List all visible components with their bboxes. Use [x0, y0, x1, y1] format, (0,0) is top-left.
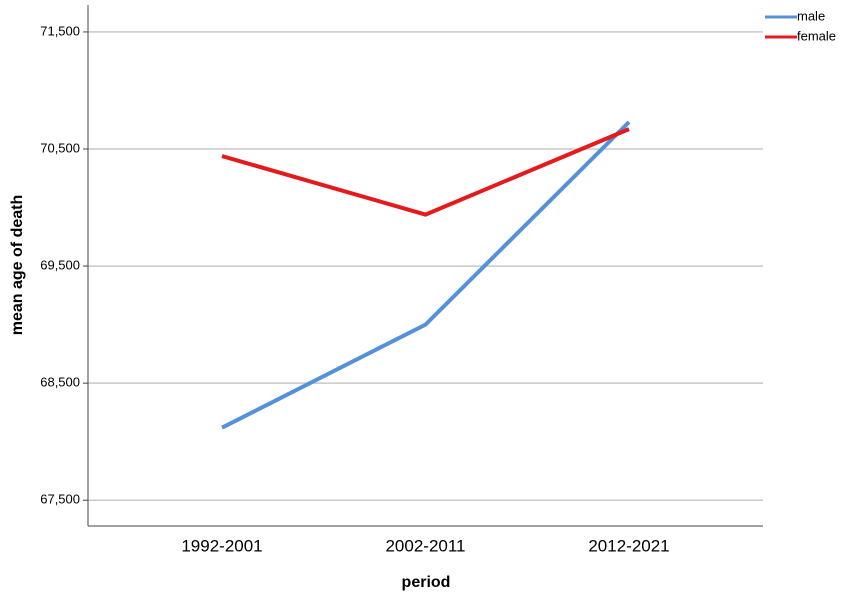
y-tick-label: 71,500: [40, 23, 80, 38]
legend-label: female: [797, 28, 836, 43]
legend-label: male: [797, 8, 825, 23]
y-axis-label: mean age of death: [9, 195, 26, 335]
y-tick-label: 67,500: [40, 492, 80, 507]
x-tick-label: 2002-2011: [385, 536, 465, 555]
x-tick-label: 2012-2021: [588, 536, 669, 555]
x-axis-label: period: [402, 574, 451, 591]
data-line: [221, 120, 631, 430]
x-tick-label: 1992-2001: [181, 536, 262, 555]
y-tick-label: 69,500: [40, 258, 80, 273]
y-tick-label: 68,500: [40, 375, 80, 390]
y-tick-label: 70,500: [40, 140, 80, 155]
data-line: [221, 127, 630, 217]
